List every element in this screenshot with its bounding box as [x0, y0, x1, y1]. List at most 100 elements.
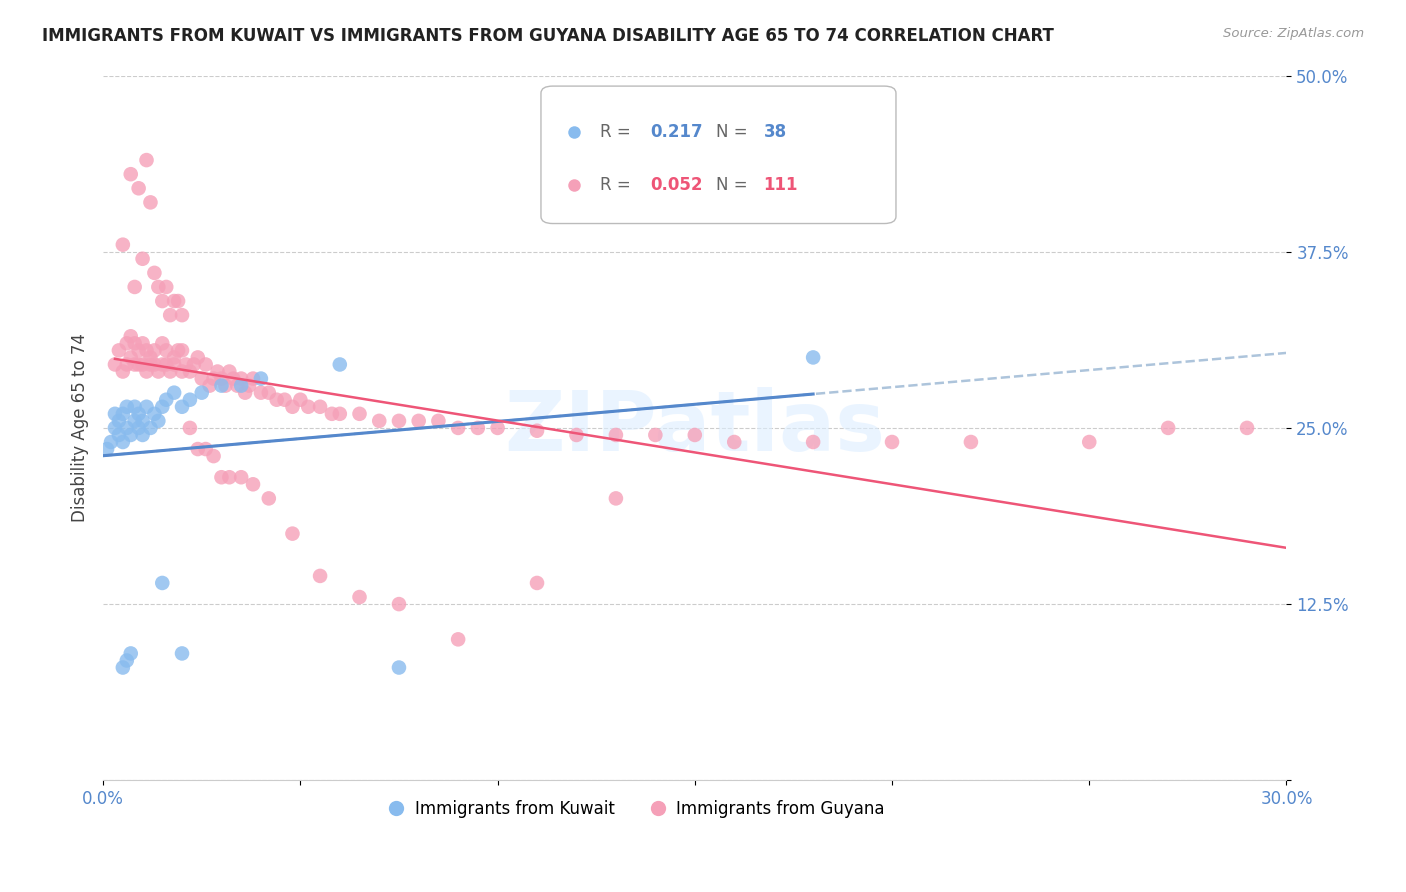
- Point: [231, 378, 253, 392]
- Point: [349, 407, 371, 421]
- Point: [148, 414, 170, 428]
- Point: [179, 421, 201, 435]
- Point: [486, 421, 509, 435]
- Text: 38: 38: [763, 123, 786, 141]
- Legend: Immigrants from Kuwait, Immigrants from Guyana: Immigrants from Kuwait, Immigrants from …: [380, 794, 891, 825]
- Point: [128, 407, 150, 421]
- Point: [108, 428, 131, 442]
- Point: [250, 385, 273, 400]
- Point: [238, 378, 260, 392]
- Point: [226, 378, 249, 392]
- Point: [108, 414, 131, 428]
- Point: [131, 414, 153, 428]
- Point: [202, 449, 225, 463]
- Point: [104, 358, 127, 372]
- Point: [329, 358, 352, 372]
- Point: [1078, 435, 1101, 450]
- Point: [447, 421, 470, 435]
- Text: R =: R =: [600, 123, 636, 141]
- Point: [218, 365, 240, 379]
- Point: [309, 400, 332, 414]
- Point: [170, 647, 193, 661]
- Text: R =: R =: [600, 176, 636, 194]
- Point: [148, 365, 170, 379]
- Point: [427, 414, 450, 428]
- Point: [960, 435, 983, 450]
- Point: [167, 293, 190, 308]
- Point: [120, 647, 142, 661]
- Point: [388, 597, 411, 611]
- Point: [150, 293, 173, 308]
- Point: [150, 576, 173, 591]
- Point: [115, 358, 138, 372]
- Point: [174, 358, 197, 372]
- Point: [115, 400, 138, 414]
- Point: [257, 491, 280, 506]
- Point: [467, 421, 489, 435]
- Point: [801, 435, 824, 450]
- Point: [163, 385, 186, 400]
- Point: [368, 414, 391, 428]
- Point: [266, 392, 288, 407]
- Point: [170, 343, 193, 358]
- Text: 111: 111: [763, 176, 799, 194]
- Point: [194, 442, 217, 456]
- Point: [242, 371, 264, 385]
- Point: [231, 470, 253, 484]
- Point: [273, 392, 295, 407]
- Text: IMMIGRANTS FROM KUWAIT VS IMMIGRANTS FROM GUYANA DISABILITY AGE 65 TO 74 CORRELA: IMMIGRANTS FROM KUWAIT VS IMMIGRANTS FRO…: [42, 27, 1054, 45]
- Point: [124, 400, 146, 414]
- Point: [128, 343, 150, 358]
- Point: [100, 435, 122, 450]
- Point: [198, 378, 221, 392]
- Point: [115, 653, 138, 667]
- FancyBboxPatch shape: [541, 87, 896, 224]
- Point: [281, 400, 304, 414]
- Text: 0.052: 0.052: [650, 176, 703, 194]
- Text: ZIPatlas: ZIPatlas: [505, 387, 886, 468]
- Point: [128, 358, 150, 372]
- Point: [124, 336, 146, 351]
- Point: [388, 414, 411, 428]
- Point: [605, 428, 627, 442]
- Point: [214, 378, 236, 392]
- Point: [163, 351, 186, 365]
- Point: [111, 435, 134, 450]
- Point: [190, 385, 212, 400]
- Point: [150, 400, 173, 414]
- Point: [257, 385, 280, 400]
- Point: [143, 407, 166, 421]
- Point: [194, 358, 217, 372]
- Point: [170, 400, 193, 414]
- Point: [120, 167, 142, 181]
- Point: [1157, 421, 1180, 435]
- Text: 0.217: 0.217: [650, 123, 703, 141]
- Point: [231, 371, 253, 385]
- Point: [250, 371, 273, 385]
- Point: [120, 329, 142, 343]
- Point: [526, 576, 548, 591]
- Point: [170, 308, 193, 322]
- Y-axis label: Disability Age 65 to 74: Disability Age 65 to 74: [72, 334, 89, 523]
- Point: [131, 358, 153, 372]
- Point: [190, 371, 212, 385]
- Point: [526, 424, 548, 438]
- Point: [170, 365, 193, 379]
- Point: [131, 428, 153, 442]
- Point: [131, 336, 153, 351]
- Text: N =: N =: [716, 176, 754, 194]
- Point: [218, 470, 240, 484]
- Point: [111, 365, 134, 379]
- Point: [111, 237, 134, 252]
- Point: [143, 266, 166, 280]
- Point: [163, 358, 186, 372]
- Point: [155, 392, 177, 407]
- Point: [150, 358, 173, 372]
- Point: [104, 407, 127, 421]
- Point: [120, 428, 142, 442]
- Point: [222, 371, 245, 385]
- Point: [297, 400, 319, 414]
- Point: [683, 428, 706, 442]
- Point: [281, 526, 304, 541]
- Point: [321, 407, 343, 421]
